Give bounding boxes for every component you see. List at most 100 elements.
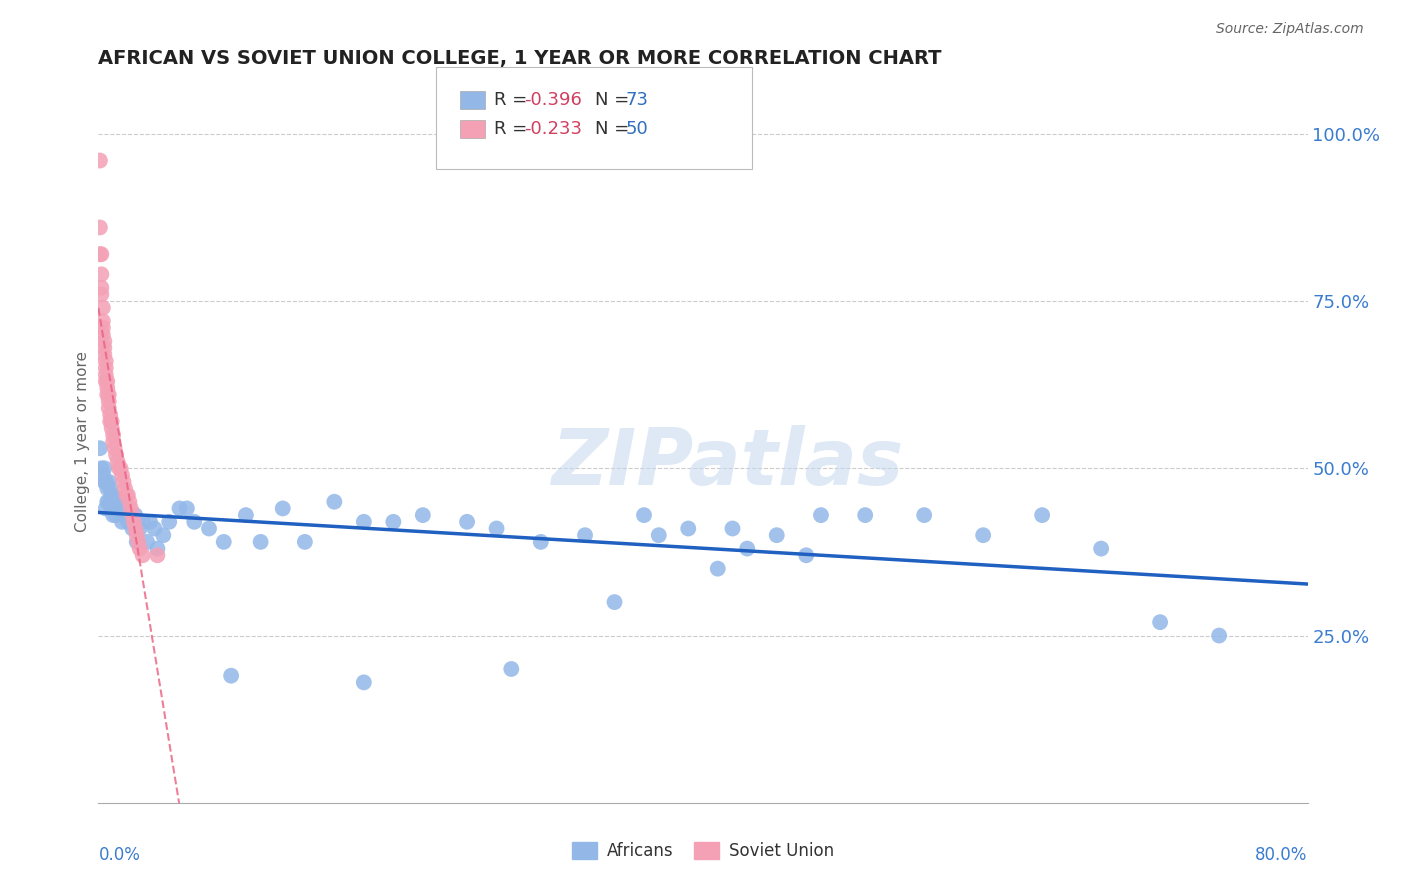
Point (93, 348, 115, 362)
Point (249, 534, 271, 549)
Point (108, 461, 131, 475)
Point (235, 508, 257, 523)
Point (143, 521, 166, 535)
Point (89, 153, 111, 168)
Point (111, 515, 134, 529)
Point (146, 548, 169, 563)
Text: ZIPatlas: ZIPatlas (551, 425, 903, 501)
Point (633, 508, 655, 523)
Point (125, 528, 148, 542)
Point (89, 220, 111, 235)
Point (101, 427, 124, 442)
Point (111, 467, 134, 482)
Point (97, 401, 120, 416)
Point (96, 381, 118, 395)
Point (100, 414, 122, 429)
Text: N =: N = (595, 120, 634, 138)
Point (912, 508, 935, 523)
Point (89, 442, 111, 455)
Point (101, 488, 124, 502)
Point (110, 494, 132, 508)
Point (114, 501, 136, 516)
Point (1149, 615, 1171, 630)
Point (294, 534, 316, 549)
Point (972, 528, 994, 542)
Text: N =: N = (595, 91, 634, 109)
Point (323, 494, 346, 508)
Point (91, 314, 114, 328)
Point (139, 515, 162, 529)
Point (128, 541, 150, 556)
Point (176, 501, 198, 516)
Point (91, 321, 114, 335)
Point (530, 534, 553, 549)
Point (120, 515, 142, 529)
Point (97, 475, 120, 489)
Point (94, 375, 117, 389)
Point (96, 494, 118, 508)
Point (127, 534, 149, 549)
Point (101, 434, 124, 449)
Point (810, 508, 832, 523)
Point (101, 508, 124, 523)
Point (157, 515, 180, 529)
Y-axis label: College, 1 year or more: College, 1 year or more (75, 351, 90, 532)
Point (104, 442, 127, 455)
Point (198, 521, 221, 535)
Point (110, 461, 132, 475)
Point (94, 368, 117, 382)
Point (91, 301, 114, 315)
Point (456, 515, 478, 529)
Text: -0.233: -0.233 (524, 120, 582, 138)
Point (212, 534, 235, 549)
Point (91, 327, 114, 342)
Point (117, 488, 139, 502)
Point (1090, 541, 1112, 556)
Point (353, 515, 375, 529)
Point (353, 675, 375, 690)
Point (721, 521, 744, 535)
Point (1031, 508, 1053, 523)
Point (485, 521, 508, 535)
Point (100, 488, 122, 502)
Point (97, 494, 120, 508)
Point (97, 387, 120, 401)
Point (146, 541, 169, 556)
Point (219, 669, 242, 683)
Point (169, 501, 191, 516)
Point (98, 414, 121, 429)
Text: 80.0%: 80.0% (1256, 847, 1308, 864)
Point (89, 247, 111, 261)
Point (131, 515, 153, 529)
Point (93, 341, 115, 355)
Point (94, 475, 117, 489)
Point (1208, 628, 1230, 642)
Point (100, 421, 122, 435)
Point (131, 548, 153, 563)
Point (90, 247, 112, 261)
Point (107, 455, 129, 469)
Point (853, 508, 876, 523)
Point (100, 501, 122, 516)
Point (93, 475, 115, 489)
Point (107, 501, 129, 516)
Point (97, 394, 120, 409)
Text: AFRICAN VS SOVIET UNION COLLEGE, 1 YEAR OR MORE CORRELATION CHART: AFRICAN VS SOVIET UNION COLLEGE, 1 YEAR … (98, 48, 942, 68)
Point (501, 662, 523, 676)
Legend: Africans, Soviet Union: Africans, Soviet Union (565, 835, 841, 867)
Point (91, 467, 114, 482)
Point (603, 595, 626, 609)
Point (112, 475, 135, 489)
Point (678, 521, 700, 535)
Point (412, 508, 434, 523)
Text: 50: 50 (626, 120, 648, 138)
Point (735, 541, 758, 556)
Point (128, 521, 150, 535)
Point (96, 375, 118, 389)
Point (96, 387, 118, 401)
Point (90, 281, 112, 295)
Point (271, 501, 294, 516)
Point (90, 287, 112, 301)
Point (93, 334, 115, 349)
Point (90, 268, 112, 282)
